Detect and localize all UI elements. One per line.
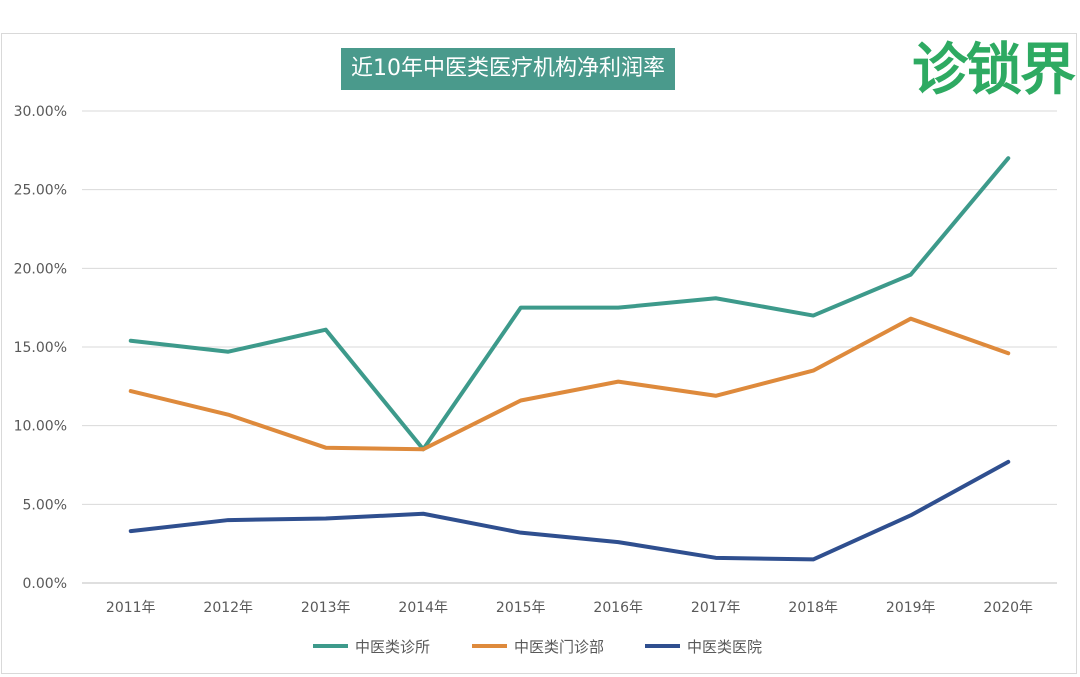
legend-label: 中医类诊所 xyxy=(355,638,430,656)
legend-label: 中医类门诊部 xyxy=(514,638,604,656)
y-tick-label: 0.00% xyxy=(23,576,67,592)
x-tick-label: 2015年 xyxy=(496,600,546,616)
series-line xyxy=(128,459,1011,562)
y-tick-label: 5.00% xyxy=(23,497,67,513)
logo: 诊锁界 xyxy=(912,38,1076,103)
chart-frame xyxy=(1,33,1077,674)
x-tick-label: 2013年 xyxy=(301,600,351,616)
y-tick-label: 20.00% xyxy=(14,261,67,277)
x-tick-label: 2019年 xyxy=(886,600,936,616)
y-tick-label: 25.00% xyxy=(14,183,67,199)
y-tick-label: 30.00% xyxy=(14,104,67,120)
x-tick-label: 2016年 xyxy=(593,600,643,616)
x-tick-label: 2020年 xyxy=(983,600,1033,616)
x-tick-label: 2018年 xyxy=(788,600,838,616)
x-tick-label: 2011年 xyxy=(106,600,156,616)
series-line xyxy=(128,316,1011,452)
x-tick-label: 2012年 xyxy=(203,600,253,616)
y-tick-label: 15.00% xyxy=(14,340,67,356)
chart-title: 近10年中医类医疗机构净利润率 xyxy=(341,48,675,90)
x-tick-label: 2014年 xyxy=(398,600,448,616)
x-tick-label: 2017年 xyxy=(691,600,741,616)
series-line xyxy=(128,156,1011,452)
legend-label: 中医类医院 xyxy=(687,638,762,656)
y-tick-label: 10.00% xyxy=(14,419,67,435)
